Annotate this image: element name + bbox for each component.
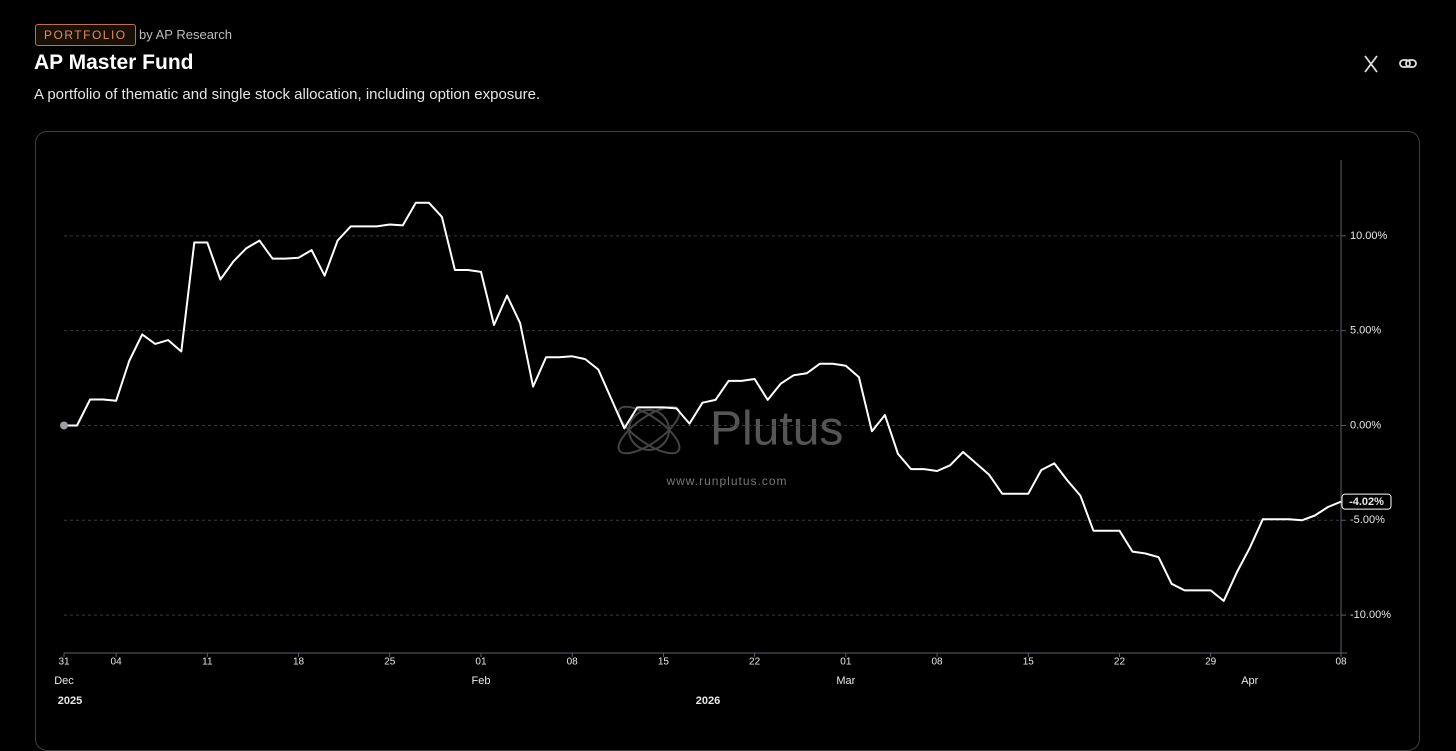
x-tick-label: 11 xyxy=(202,657,213,668)
last-value-box xyxy=(1341,493,1392,510)
y-tick-label: 10.00% xyxy=(1350,230,1388,242)
x-tick-label: 08 xyxy=(1335,657,1347,668)
copy-link-button[interactable] xyxy=(1399,59,1417,68)
x-tick-label: 15 xyxy=(658,657,670,668)
x-tick-label: 29 xyxy=(1205,657,1217,668)
x-tick-label: 08 xyxy=(931,657,943,668)
watermark-url: www.runplutus.com xyxy=(665,474,787,488)
month-label: Mar xyxy=(836,675,855,687)
last-value-label: -4.02% xyxy=(1349,496,1384,508)
y-tick-label: 0.00% xyxy=(1350,419,1381,431)
author: by AP Research xyxy=(139,27,232,42)
month-label: Apr xyxy=(1241,675,1258,687)
x-tick-label: 15 xyxy=(1023,657,1035,668)
x-tick-label: 01 xyxy=(840,657,852,668)
x-share-button[interactable] xyxy=(1364,55,1378,73)
x-tick-label: 08 xyxy=(567,657,579,668)
year-label: 2026 xyxy=(696,695,720,707)
last-value-tag: -4.02% xyxy=(1341,493,1392,510)
month-label: Feb xyxy=(471,675,490,687)
x-tick-label: 01 xyxy=(475,657,487,668)
chart: Plutus www.runplutus.com 10.00% 5.00% 0.00… xyxy=(54,160,1392,707)
y-tick-label: -5.00% xyxy=(1350,514,1385,526)
x-tick-label: 22 xyxy=(1114,657,1126,668)
year-label: 2025 xyxy=(58,695,82,707)
subtitle: A portfolio of thematic and single stock… xyxy=(34,86,541,103)
x-tick-label: 31 xyxy=(58,657,70,668)
share-icons xyxy=(1364,55,1417,73)
start-point xyxy=(60,421,68,430)
watermark-brand: Plutus xyxy=(710,403,843,456)
x-tick-label: 18 xyxy=(293,657,305,668)
y-tick-label: -10.00% xyxy=(1350,609,1391,621)
line xyxy=(64,201,1342,602)
title: AP Master Fund xyxy=(34,51,194,74)
month-label: Dec xyxy=(54,675,74,687)
page: {"header": {"badge": "PORTFOLIO", "autho… xyxy=(34,24,1420,751)
badge: PORTFOLIO xyxy=(35,24,136,46)
y-tick-label: 5.00% xyxy=(1350,325,1381,337)
x-tick-label: 22 xyxy=(749,657,761,668)
x-tick-label: 25 xyxy=(384,657,396,668)
x-tick-label: 04 xyxy=(111,657,123,668)
